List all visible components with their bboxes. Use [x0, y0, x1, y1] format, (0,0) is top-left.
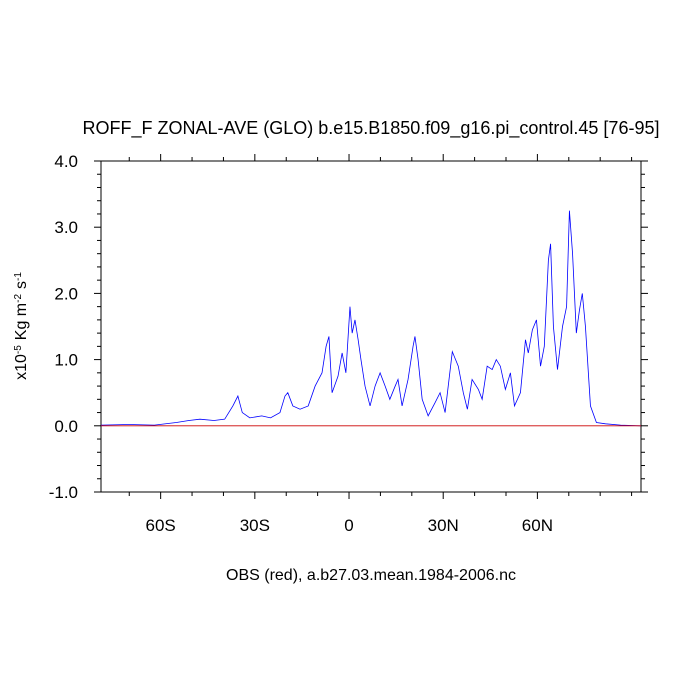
x-tick-label: 0: [344, 516, 353, 535]
x-tick-label: 30S: [240, 516, 270, 535]
y-label-text: x10: [13, 354, 30, 380]
y-label-sup: -1: [13, 272, 24, 281]
x-tick-label: 60S: [146, 516, 176, 535]
y-tick-label: 3.0: [54, 218, 78, 237]
y-tick-label: 4.0: [54, 152, 78, 171]
chart-title: ROFF_F ZONAL-AVE (GLO) b.e15.B1850.f09_g…: [83, 118, 660, 139]
data-line: [100, 210, 642, 427]
y-tick-label: -1.0: [49, 483, 78, 502]
x-tick-label: 30N: [428, 516, 459, 535]
x-tick-label: 60N: [522, 516, 553, 535]
x-axis-label: OBS (red), a.b27.03.mean.1984-2006.nc: [226, 567, 516, 584]
y-tick-label: 2.0: [54, 284, 78, 303]
y-label-text: s: [13, 281, 30, 289]
y-label-sup: -2: [13, 294, 24, 303]
plot-frame: [100, 160, 642, 493]
y-label-text: Kg m: [13, 303, 30, 340]
y-label-sup: -5: [13, 345, 24, 354]
y-tick-label: 1.0: [54, 351, 78, 370]
y-axis-label: x10-5 Kg m-2 s-1: [13, 272, 31, 380]
y-tick-label: 0.0: [54, 417, 78, 436]
